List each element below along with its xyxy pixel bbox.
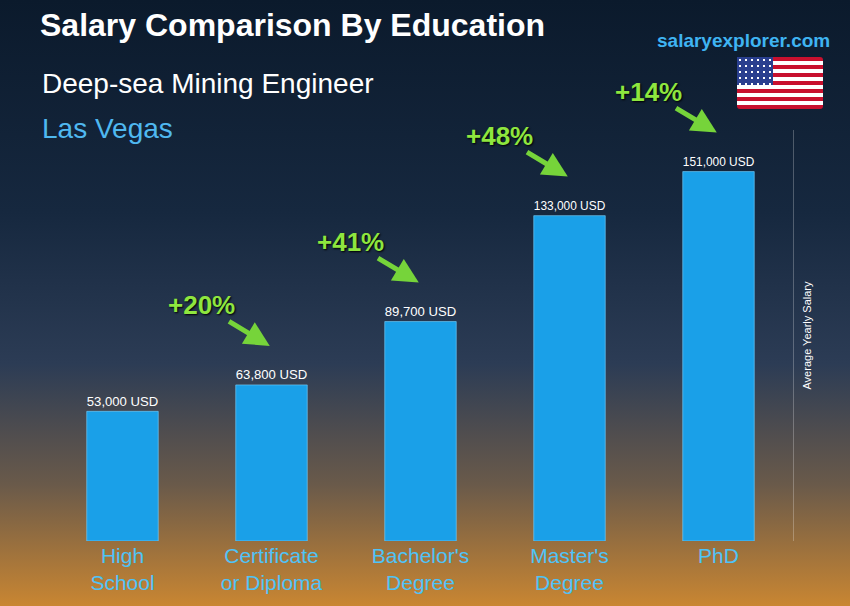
- svg-text:63,800 USD: 63,800 USD: [236, 367, 307, 382]
- svg-text:PhD: PhD: [698, 544, 739, 567]
- svg-text:Bachelor'sDegree: Bachelor'sDegree: [372, 544, 469, 594]
- svg-text:Las Vegas: Las Vegas: [42, 113, 173, 144]
- svg-text:Master'sDegree: Master'sDegree: [530, 544, 609, 594]
- svg-text:151,000 USD: 151,000 USD: [683, 155, 755, 169]
- svg-text:89,700 USD: 89,700 USD: [385, 304, 456, 319]
- svg-text:+20%: +20%: [168, 290, 235, 320]
- svg-text:+14%: +14%: [615, 77, 682, 107]
- svg-text:Salary Comparison By Education: Salary Comparison By Education: [40, 7, 545, 43]
- svg-text:HighSchool: HighSchool: [90, 544, 154, 594]
- svg-text:53,000 USD: 53,000 USD: [87, 394, 158, 409]
- svg-text:133,000 USD: 133,000 USD: [534, 199, 606, 213]
- svg-text:salaryexplorer.com: salaryexplorer.com: [657, 30, 830, 51]
- svg-text:Average Yearly Salary: Average Yearly Salary: [801, 281, 813, 390]
- svg-text:+41%: +41%: [317, 227, 384, 257]
- svg-text:Certificateor Diploma: Certificateor Diploma: [221, 544, 323, 594]
- svg-text:+48%: +48%: [466, 121, 533, 151]
- svg-text:Deep-sea Mining Engineer: Deep-sea Mining Engineer: [42, 68, 374, 99]
